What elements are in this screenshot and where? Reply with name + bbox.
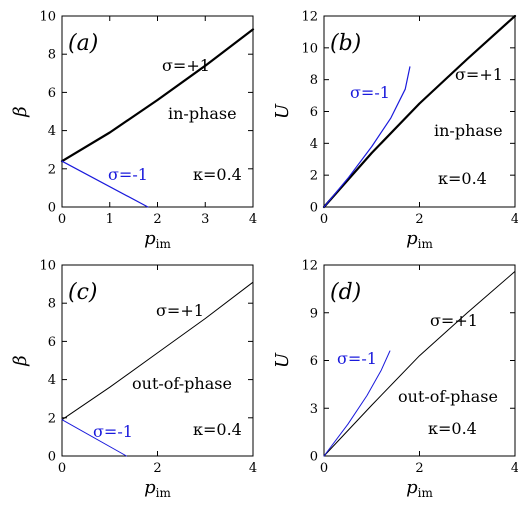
x-tick-label: 2 <box>153 212 161 227</box>
x-tick-label: 4 <box>249 461 257 476</box>
x-axis-label: pim <box>406 228 433 251</box>
x-tick-label: 0 <box>58 212 66 227</box>
y-axis-label: β <box>10 355 31 366</box>
x-tick-label: 4 <box>249 212 257 227</box>
x-tick-label: 4 <box>511 461 518 476</box>
y-tick-label: 8 <box>48 297 56 312</box>
x-axis-label-subscript: im <box>418 486 434 500</box>
y-tick-label: 2 <box>48 162 56 177</box>
kappa-annotation: κ=0.4 <box>438 169 487 188</box>
y-axis-label: β <box>10 106 31 117</box>
y-tick-label: 4 <box>48 373 56 388</box>
y-tick-label: 6 <box>48 335 56 350</box>
panel-label: (d) <box>330 280 361 305</box>
panel-label: (a) <box>68 31 98 56</box>
kappa-annotation: κ=0.4 <box>428 419 477 438</box>
y-tick-label: 10 <box>39 10 56 25</box>
x-axis-label-subscript: im <box>156 237 172 251</box>
phase-annotation: out-of-phase <box>398 387 498 406</box>
x-axis-label: pim <box>144 228 171 251</box>
y-tick-label: 4 <box>310 137 318 152</box>
y-tick-label: 12 <box>301 259 318 274</box>
x-axis-label-subscript: im <box>418 237 434 251</box>
y-tick-label: 0 <box>310 201 318 216</box>
x-axis-label-subscript: im <box>156 486 172 500</box>
panel-3: 0 2 4 0 3 6 9 12 pim U (d) σ=+1 σ=-1 out-of-phase κ=0.… <box>272 259 518 501</box>
y-axis-label: U <box>272 103 293 119</box>
y-tick-label: 12 <box>301 10 318 25</box>
x-tick-label: 2 <box>415 461 423 476</box>
series-sigma-plus-line <box>61 281 254 421</box>
x-tick-label: 4 <box>511 212 518 227</box>
x-tick-label: 0 <box>320 461 328 476</box>
kappa-annotation: κ=0.4 <box>193 420 242 439</box>
y-axis-label: U <box>272 352 293 368</box>
series-sigma-minus-line <box>323 350 391 457</box>
series-sigma-plus-line <box>323 270 516 457</box>
sigma-plus-annotation: σ=+1 <box>455 65 503 84</box>
x-tick-label: 2 <box>153 461 161 476</box>
y-tick-label: 0 <box>310 450 318 465</box>
series-sigma-minus-line <box>61 419 127 457</box>
x-tick-label: 0 <box>320 212 328 227</box>
y-tick-label: 4 <box>48 124 56 139</box>
y-tick-label: 2 <box>310 169 318 184</box>
y-tick-label: 9 <box>310 306 318 321</box>
panel-label: (c) <box>68 280 98 305</box>
y-tick-label: 6 <box>48 86 56 101</box>
x-tick-label: 3 <box>201 212 209 227</box>
phase-annotation: in-phase <box>168 104 237 123</box>
y-tick-label: 6 <box>310 105 318 120</box>
sigma-plus-annotation: σ=+1 <box>156 301 204 320</box>
panel-2: 0 2 4 0 2 4 6 8 10 pim β (c) σ=+1 σ=-1 out-of-phase κ=0… <box>10 259 257 501</box>
x-tick-label: 1 <box>106 212 114 227</box>
panel-1: 0 2 4 0 2 4 6 8 10 12 pim U (b) σ=+1 σ=-1 in-phase κ=0.4 <box>272 10 518 252</box>
phase-annotation: in-phase <box>434 121 503 140</box>
x-axis-label: pim <box>144 477 171 500</box>
sigma-plus-annotation: σ=+1 <box>162 56 210 75</box>
x-tick-label: 0 <box>58 461 66 476</box>
panel-label: (b) <box>330 31 361 56</box>
x-tick-label: 2 <box>415 212 423 227</box>
y-tick-label: 8 <box>48 48 56 63</box>
y-tick-label: 0 <box>48 201 56 216</box>
y-tick-label: 6 <box>310 354 318 369</box>
y-tick-label: 2 <box>48 411 56 426</box>
sigma-minus-annotation: σ=-1 <box>93 422 133 441</box>
y-tick-label: 8 <box>310 73 318 88</box>
series-sigma-plus-line <box>322 14 517 209</box>
kappa-annotation: κ=0.4 <box>193 165 242 184</box>
y-tick-label: 10 <box>39 259 56 274</box>
series-sigma-minus-line <box>61 160 149 208</box>
y-tick-label: 0 <box>48 450 56 465</box>
phase-annotation: out-of-phase <box>132 374 232 393</box>
sigma-minus-annotation: σ=-1 <box>108 165 148 184</box>
y-tick-label: 10 <box>301 41 318 56</box>
series-sigma-minus-line <box>323 66 411 208</box>
sigma-plus-annotation: σ=+1 <box>430 311 478 330</box>
y-tick-label: 3 <box>310 402 318 417</box>
panel-0: 0 1 2 3 4 0 2 4 6 8 10 pim β (a) σ=+1 σ=-1 in-phase κ=0.4 <box>10 10 257 252</box>
sigma-minus-annotation: σ=-1 <box>337 349 377 368</box>
sigma-minus-annotation: σ=-1 <box>350 83 390 102</box>
series-sigma-plus-line <box>60 28 255 163</box>
x-axis-label: pim <box>406 477 433 500</box>
